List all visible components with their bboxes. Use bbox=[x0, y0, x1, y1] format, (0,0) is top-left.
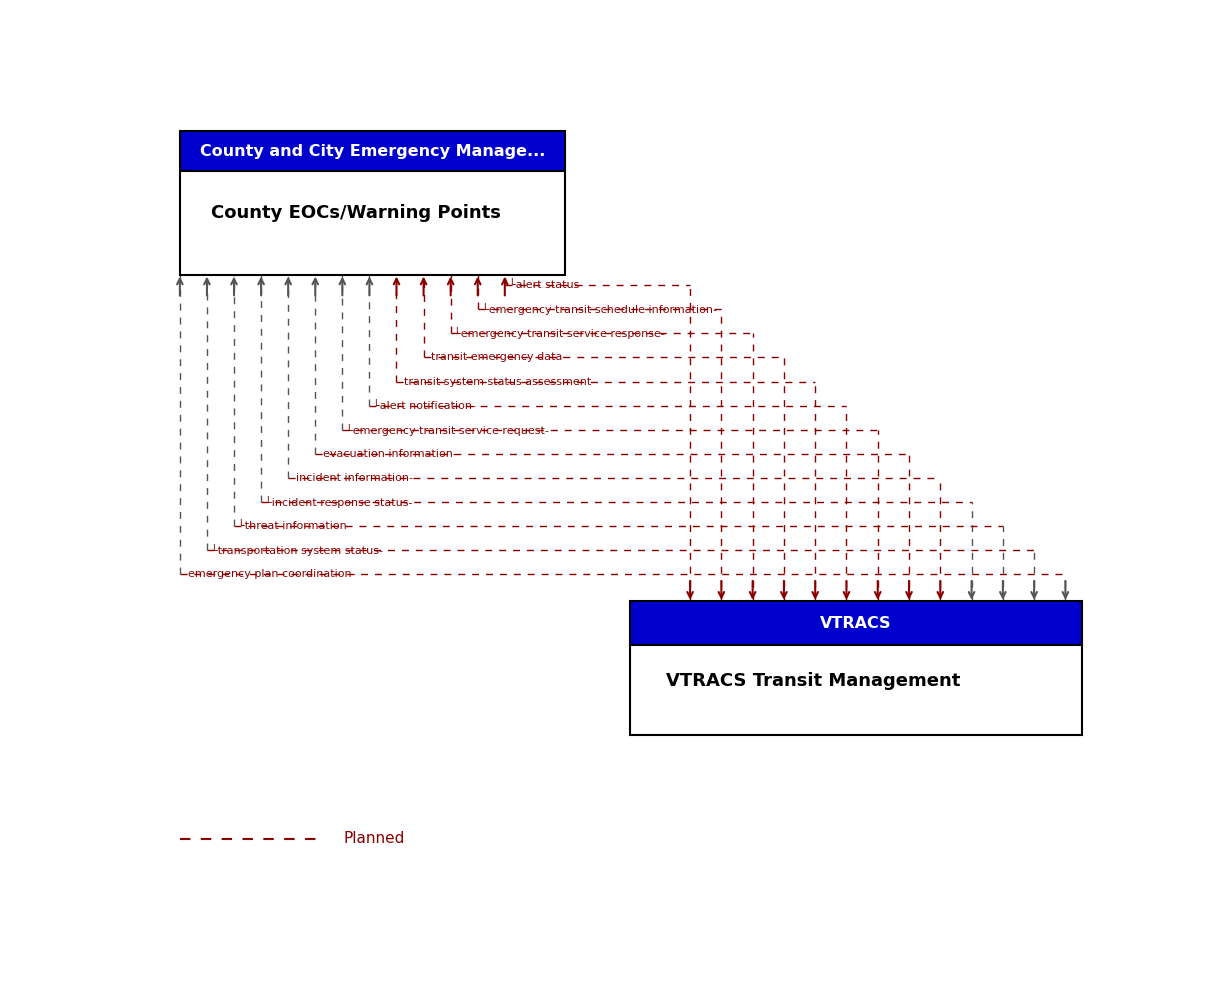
Text: └emergency transit schedule information-: └emergency transit schedule information- bbox=[482, 303, 716, 316]
Text: └alert notification-: └alert notification- bbox=[373, 400, 476, 410]
Text: -transit emergency data-: -transit emergency data- bbox=[428, 353, 566, 363]
Text: └threat information-: └threat information- bbox=[238, 521, 351, 531]
Text: └emergency transit service response-: └emergency transit service response- bbox=[455, 328, 666, 340]
FancyBboxPatch shape bbox=[180, 171, 565, 275]
Text: VTRACS Transit Management: VTRACS Transit Management bbox=[667, 672, 961, 690]
Text: VTRACS: VTRACS bbox=[820, 616, 891, 630]
Text: -transit system status assessment-: -transit system status assessment- bbox=[401, 376, 596, 386]
FancyBboxPatch shape bbox=[630, 645, 1081, 735]
Text: Planned: Planned bbox=[343, 832, 405, 847]
Text: └emergency transit service request-: └emergency transit service request- bbox=[346, 423, 549, 436]
FancyBboxPatch shape bbox=[630, 602, 1081, 645]
Text: -incident information-: -incident information- bbox=[292, 473, 413, 483]
Text: └alert status-: └alert status- bbox=[509, 280, 584, 290]
Text: -evacuation information-: -evacuation information- bbox=[319, 449, 457, 459]
Text: -emergency plan coordination-: -emergency plan coordination- bbox=[184, 570, 356, 580]
Text: County and City Emergency Manage...: County and City Emergency Manage... bbox=[200, 143, 544, 158]
Text: └incident response status-: └incident response status- bbox=[265, 496, 412, 508]
FancyBboxPatch shape bbox=[180, 131, 565, 171]
Text: └transportation system status-: └transportation system status- bbox=[211, 544, 383, 556]
Text: County EOCs/Warning Points: County EOCs/Warning Points bbox=[211, 204, 500, 222]
